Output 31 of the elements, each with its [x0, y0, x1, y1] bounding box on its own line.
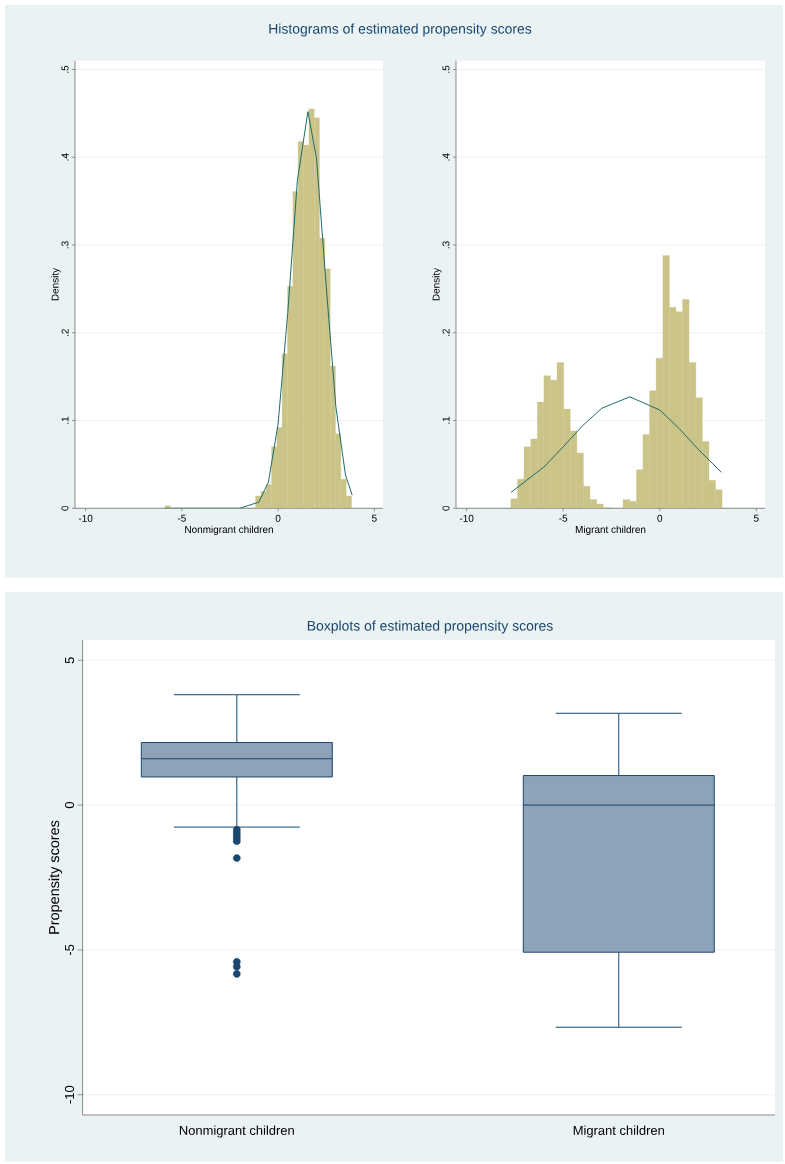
- y-tick-label: 0: [442, 505, 450, 511]
- y-tick-label: .2: [61, 329, 69, 337]
- y-tick-label: .4: [61, 153, 69, 161]
- x-tick-label: 0: [657, 514, 663, 522]
- x-tick-label: -5: [177, 514, 186, 522]
- x-tick-label: -5: [559, 514, 568, 522]
- y-tick-label: -5: [65, 944, 75, 956]
- y-tick-label: 0: [61, 505, 69, 511]
- y-tick-label: .1: [442, 416, 450, 424]
- y-axis-title: Density: [432, 267, 442, 301]
- y-tick-label: .5: [442, 65, 450, 73]
- chart-title: Boxplots of estimated propensity scores: [307, 620, 553, 634]
- y-tick-label: .3: [61, 241, 69, 249]
- x-axis-title: Nonmigrant children: [185, 525, 273, 535]
- y-axis-title: Density: [51, 267, 61, 301]
- x-tick-label: 5: [371, 514, 377, 522]
- chart-title: Histograms of estimated propensity scores: [269, 23, 532, 37]
- x-tick-label: 5: [753, 514, 759, 522]
- y-tick-label: .3: [442, 241, 450, 249]
- y-tick-label: .5: [61, 65, 69, 73]
- y-tick-label: -10: [64, 1085, 75, 1104]
- x-tick-label: -10: [459, 514, 474, 522]
- y-tick-label: .1: [61, 416, 69, 424]
- y-axis-title: Propensity scores: [48, 820, 63, 934]
- y-tick-label: 0: [64, 801, 75, 809]
- y-tick-label: .2: [442, 329, 450, 337]
- x-tick-label: 0: [275, 514, 281, 522]
- x-tick-label: -10: [78, 514, 93, 522]
- x-axis-title: Migrant children: [575, 525, 646, 535]
- y-tick-label: .4: [442, 153, 450, 161]
- y-tick-label: 5: [65, 657, 75, 664]
